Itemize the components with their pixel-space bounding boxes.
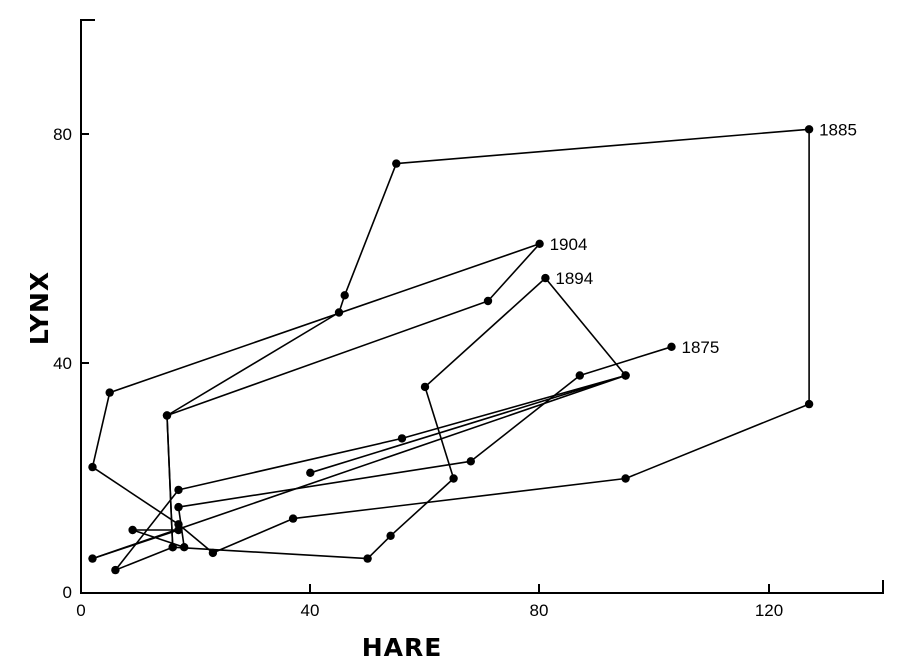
- trajectory-segment: [92, 466, 179, 525]
- data-point: [180, 543, 189, 552]
- trajectory-segment: [470, 374, 581, 462]
- trajectory-segment: [177, 523, 214, 554]
- trajectory-segment: [401, 374, 626, 440]
- x-axis: 0 40 80 120 HARE: [76, 580, 884, 662]
- trajectory-segment: [367, 535, 392, 560]
- trajectory-segment: [625, 403, 810, 480]
- trajectory-segment: [343, 163, 398, 296]
- data-point: [397, 434, 407, 443]
- x-tick-label-80: 80: [530, 601, 549, 620]
- data-point: [88, 462, 97, 472]
- trajectory-segment: [166, 415, 174, 548]
- data-point: [804, 399, 814, 409]
- data-point: [162, 411, 172, 420]
- data-point: [466, 457, 475, 466]
- y-axis: 80 40 0 LYNX: [25, 19, 95, 602]
- year-label-1904: 1904: [550, 235, 588, 254]
- year-label-1885: 1885: [819, 120, 857, 139]
- trajectory-segment: [487, 243, 541, 302]
- trajectory-segment: [544, 277, 627, 377]
- data-point: [88, 554, 97, 563]
- data-point: [306, 468, 315, 477]
- trajectory-segment: [293, 477, 626, 520]
- trajectory-segment: [172, 546, 368, 560]
- data-point: [575, 371, 584, 380]
- data-point: [621, 371, 630, 380]
- data-point: [105, 388, 114, 397]
- trajectory-segment: [91, 392, 111, 468]
- data-point: [363, 554, 372, 563]
- y-tick-label-0: 0: [63, 583, 72, 602]
- x-tick-label-120: 120: [755, 601, 783, 620]
- data-point: [804, 125, 814, 134]
- data-point: [168, 543, 177, 552]
- data-point: [667, 342, 676, 351]
- x-axis-title: HARE: [362, 633, 443, 662]
- data-point: [174, 502, 183, 512]
- y-axis-title: LYNX: [25, 271, 54, 345]
- trajectory-segment: [579, 346, 672, 377]
- trajectory-segment: [396, 128, 810, 165]
- data-point: [128, 525, 137, 535]
- trajectory-segment: [109, 243, 540, 394]
- y-tick-label-40: 40: [53, 354, 72, 373]
- y-tick-label-80: 80: [53, 125, 72, 144]
- trajectory-segment: [178, 437, 403, 491]
- plot-area: 1875 1904 1885 1894: [88, 120, 857, 575]
- x-tick-label-0: 0: [76, 601, 85, 620]
- data-point: [386, 531, 395, 540]
- year-label-1875: 1875: [682, 338, 720, 357]
- data-point: [340, 291, 349, 300]
- data-point: [483, 296, 493, 306]
- data-point: [334, 308, 344, 317]
- trajectory-segment: [166, 300, 489, 417]
- year-label-1894: 1894: [555, 269, 593, 288]
- trajectory-segment: [178, 460, 471, 508]
- data-point: [621, 474, 630, 483]
- data-point: [174, 485, 183, 495]
- data-point: [111, 565, 120, 575]
- data-point: [208, 548, 218, 558]
- trajectory-segment: [212, 517, 294, 554]
- data-point: [420, 382, 430, 392]
- x-tick-label-40: 40: [301, 601, 320, 620]
- trajectory-segment: [310, 374, 626, 474]
- trajectory-segment: [390, 477, 455, 537]
- data-point: [541, 273, 550, 283]
- data-point: [392, 159, 401, 168]
- trajectory-segment: [114, 489, 180, 571]
- data-point: [288, 514, 298, 523]
- trajectory-segment: [166, 311, 340, 417]
- data-point: [535, 239, 544, 248]
- trajectory-segment: [115, 546, 173, 571]
- trajectory-segment: [424, 277, 546, 388]
- data-point: [449, 474, 458, 483]
- data-point: [174, 520, 183, 529]
